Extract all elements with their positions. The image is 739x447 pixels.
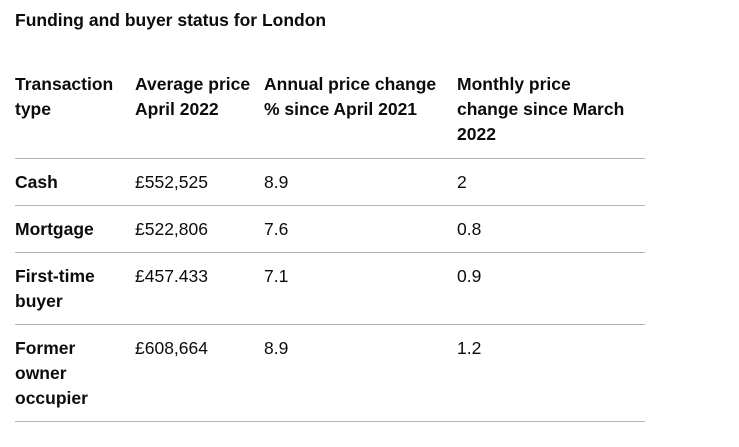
header-monthly-price-change: Monthly price change since March 2022 <box>457 72 645 159</box>
row-former-owner-occupier-monthly-change: 1.2 <box>457 324 645 422</box>
row-first-time-buyer-type: First-time buyer <box>15 252 135 325</box>
row-mortgage-type: Mortgage <box>15 205 135 253</box>
price-table: Transaction type Average price April 202… <box>15 72 645 422</box>
header-average-price: Average price April 2022 <box>135 72 264 159</box>
row-cash-type: Cash <box>15 158 135 206</box>
row-cash-annual-change: 8.9 <box>264 158 457 206</box>
table-row: Mortgage £522,806 7.6 0.8 <box>15 205 645 253</box>
header-transaction-type: Transaction type <box>15 72 135 159</box>
row-cash-average-price: £552,525 <box>135 158 264 206</box>
row-first-time-buyer-monthly-change: 0.9 <box>457 252 645 325</box>
table-header-row: Transaction type Average price April 202… <box>15 72 645 159</box>
row-former-owner-occupier-type: Former owner occupier <box>15 324 135 422</box>
row-former-owner-occupier-annual-change: 8.9 <box>264 324 457 422</box>
row-first-time-buyer-average-price: £457.433 <box>135 252 264 325</box>
table-caption: Funding and buyer status for London <box>15 10 327 30</box>
table-row: First-time buyer £457.433 7.1 0.9 <box>15 252 645 325</box>
row-mortgage-average-price: £522,806 <box>135 205 264 253</box>
row-mortgage-annual-change: 7.6 <box>264 205 457 253</box>
row-mortgage-monthly-change: 0.8 <box>457 205 645 253</box>
table-row: Former owner occupier £608,664 8.9 1.2 <box>15 324 645 422</box>
table-row: Cash £552,525 8.9 2 <box>15 158 645 206</box>
row-first-time-buyer-annual-change: 7.1 <box>264 252 457 325</box>
header-annual-price-change: Annual price change % since April 2021 <box>264 72 457 159</box>
row-cash-monthly-change: 2 <box>457 158 645 206</box>
row-former-owner-occupier-average-price: £608,664 <box>135 324 264 422</box>
